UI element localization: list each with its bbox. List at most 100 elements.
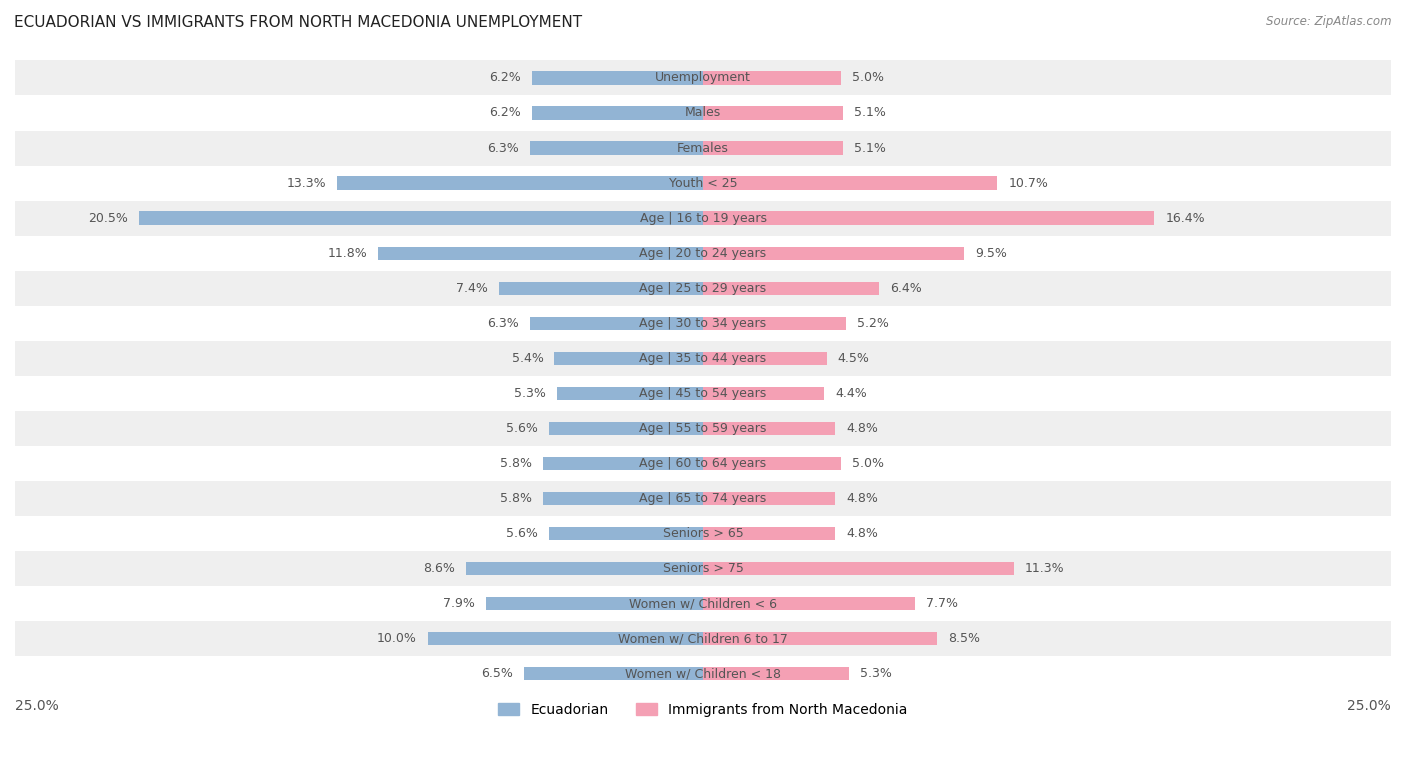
- Bar: [467, 562, 703, 575]
- Text: 5.1%: 5.1%: [855, 107, 886, 120]
- Legend: Ecuadorian, Immigrants from North Macedonia: Ecuadorian, Immigrants from North Macedo…: [494, 697, 912, 722]
- Text: Seniors > 75: Seniors > 75: [662, 562, 744, 575]
- Text: 25.0%: 25.0%: [1347, 699, 1391, 713]
- Bar: [548, 527, 703, 540]
- Bar: [15, 656, 1391, 691]
- Text: 6.3%: 6.3%: [486, 316, 519, 330]
- Text: 5.8%: 5.8%: [501, 457, 533, 470]
- Bar: [548, 422, 703, 435]
- Text: 7.7%: 7.7%: [927, 597, 957, 610]
- Bar: [703, 562, 1014, 575]
- Bar: [703, 176, 997, 190]
- Bar: [703, 106, 844, 120]
- Text: Age | 45 to 54 years: Age | 45 to 54 years: [640, 387, 766, 400]
- Bar: [139, 211, 703, 225]
- Bar: [15, 306, 1391, 341]
- Text: Women w/ Children < 18: Women w/ Children < 18: [626, 667, 780, 681]
- Text: 5.4%: 5.4%: [512, 352, 543, 365]
- Text: 11.3%: 11.3%: [1025, 562, 1064, 575]
- Text: 4.4%: 4.4%: [835, 387, 868, 400]
- Bar: [703, 632, 936, 646]
- Bar: [543, 456, 703, 470]
- Text: Youth < 25: Youth < 25: [669, 176, 737, 189]
- Bar: [15, 130, 1391, 166]
- Text: 10.0%: 10.0%: [377, 632, 416, 645]
- Bar: [485, 597, 703, 610]
- Bar: [15, 551, 1391, 586]
- Bar: [703, 492, 835, 505]
- Text: Age | 25 to 29 years: Age | 25 to 29 years: [640, 282, 766, 294]
- Text: Seniors > 65: Seniors > 65: [662, 527, 744, 540]
- Bar: [337, 176, 703, 190]
- Text: 10.7%: 10.7%: [1008, 176, 1049, 189]
- Text: Age | 60 to 64 years: Age | 60 to 64 years: [640, 457, 766, 470]
- Text: 6.3%: 6.3%: [486, 142, 519, 154]
- Text: 9.5%: 9.5%: [976, 247, 1007, 260]
- Text: 6.4%: 6.4%: [890, 282, 922, 294]
- Text: 11.8%: 11.8%: [328, 247, 367, 260]
- Text: ECUADORIAN VS IMMIGRANTS FROM NORTH MACEDONIA UNEMPLOYMENT: ECUADORIAN VS IMMIGRANTS FROM NORTH MACE…: [14, 15, 582, 30]
- Bar: [15, 586, 1391, 621]
- Text: 5.0%: 5.0%: [852, 457, 883, 470]
- Bar: [703, 422, 835, 435]
- Bar: [703, 211, 1154, 225]
- Bar: [15, 411, 1391, 446]
- Bar: [530, 142, 703, 154]
- Text: Age | 16 to 19 years: Age | 16 to 19 years: [640, 212, 766, 225]
- Bar: [15, 235, 1391, 271]
- Bar: [557, 387, 703, 400]
- Bar: [15, 95, 1391, 130]
- Text: Age | 20 to 24 years: Age | 20 to 24 years: [640, 247, 766, 260]
- Bar: [533, 106, 703, 120]
- Text: 16.4%: 16.4%: [1166, 212, 1205, 225]
- Text: 20.5%: 20.5%: [89, 212, 128, 225]
- Bar: [15, 481, 1391, 516]
- Bar: [15, 201, 1391, 235]
- Text: 5.1%: 5.1%: [855, 142, 886, 154]
- Text: 5.6%: 5.6%: [506, 422, 538, 435]
- Text: 5.3%: 5.3%: [860, 667, 891, 681]
- Text: Males: Males: [685, 107, 721, 120]
- Text: 4.8%: 4.8%: [846, 527, 877, 540]
- Bar: [15, 446, 1391, 481]
- Bar: [703, 352, 827, 365]
- Text: 8.5%: 8.5%: [948, 632, 980, 645]
- Bar: [703, 247, 965, 260]
- Bar: [703, 597, 915, 610]
- Bar: [703, 667, 849, 681]
- Text: 5.3%: 5.3%: [515, 387, 546, 400]
- Bar: [554, 352, 703, 365]
- Bar: [703, 142, 844, 154]
- Bar: [530, 316, 703, 330]
- Bar: [15, 341, 1391, 375]
- Bar: [15, 621, 1391, 656]
- Text: Source: ZipAtlas.com: Source: ZipAtlas.com: [1267, 15, 1392, 28]
- Text: Women w/ Children < 6: Women w/ Children < 6: [628, 597, 778, 610]
- Text: Age | 30 to 34 years: Age | 30 to 34 years: [640, 316, 766, 330]
- Text: 4.8%: 4.8%: [846, 422, 877, 435]
- Text: 8.6%: 8.6%: [423, 562, 456, 575]
- Bar: [533, 71, 703, 85]
- Bar: [15, 375, 1391, 411]
- Text: Age | 65 to 74 years: Age | 65 to 74 years: [640, 492, 766, 505]
- Text: 5.6%: 5.6%: [506, 527, 538, 540]
- Text: 7.9%: 7.9%: [443, 597, 475, 610]
- Text: Females: Females: [678, 142, 728, 154]
- Text: 4.8%: 4.8%: [846, 492, 877, 505]
- Bar: [703, 387, 824, 400]
- Text: Women w/ Children 6 to 17: Women w/ Children 6 to 17: [619, 632, 787, 645]
- Text: 25.0%: 25.0%: [15, 699, 59, 713]
- Bar: [15, 166, 1391, 201]
- Bar: [543, 492, 703, 505]
- Bar: [703, 527, 835, 540]
- Text: 4.5%: 4.5%: [838, 352, 870, 365]
- Text: 5.8%: 5.8%: [501, 492, 533, 505]
- Bar: [15, 61, 1391, 95]
- Bar: [499, 282, 703, 295]
- Bar: [378, 247, 703, 260]
- Bar: [524, 667, 703, 681]
- Bar: [15, 516, 1391, 551]
- Text: Unemployment: Unemployment: [655, 71, 751, 85]
- Bar: [703, 316, 846, 330]
- Text: 13.3%: 13.3%: [287, 176, 326, 189]
